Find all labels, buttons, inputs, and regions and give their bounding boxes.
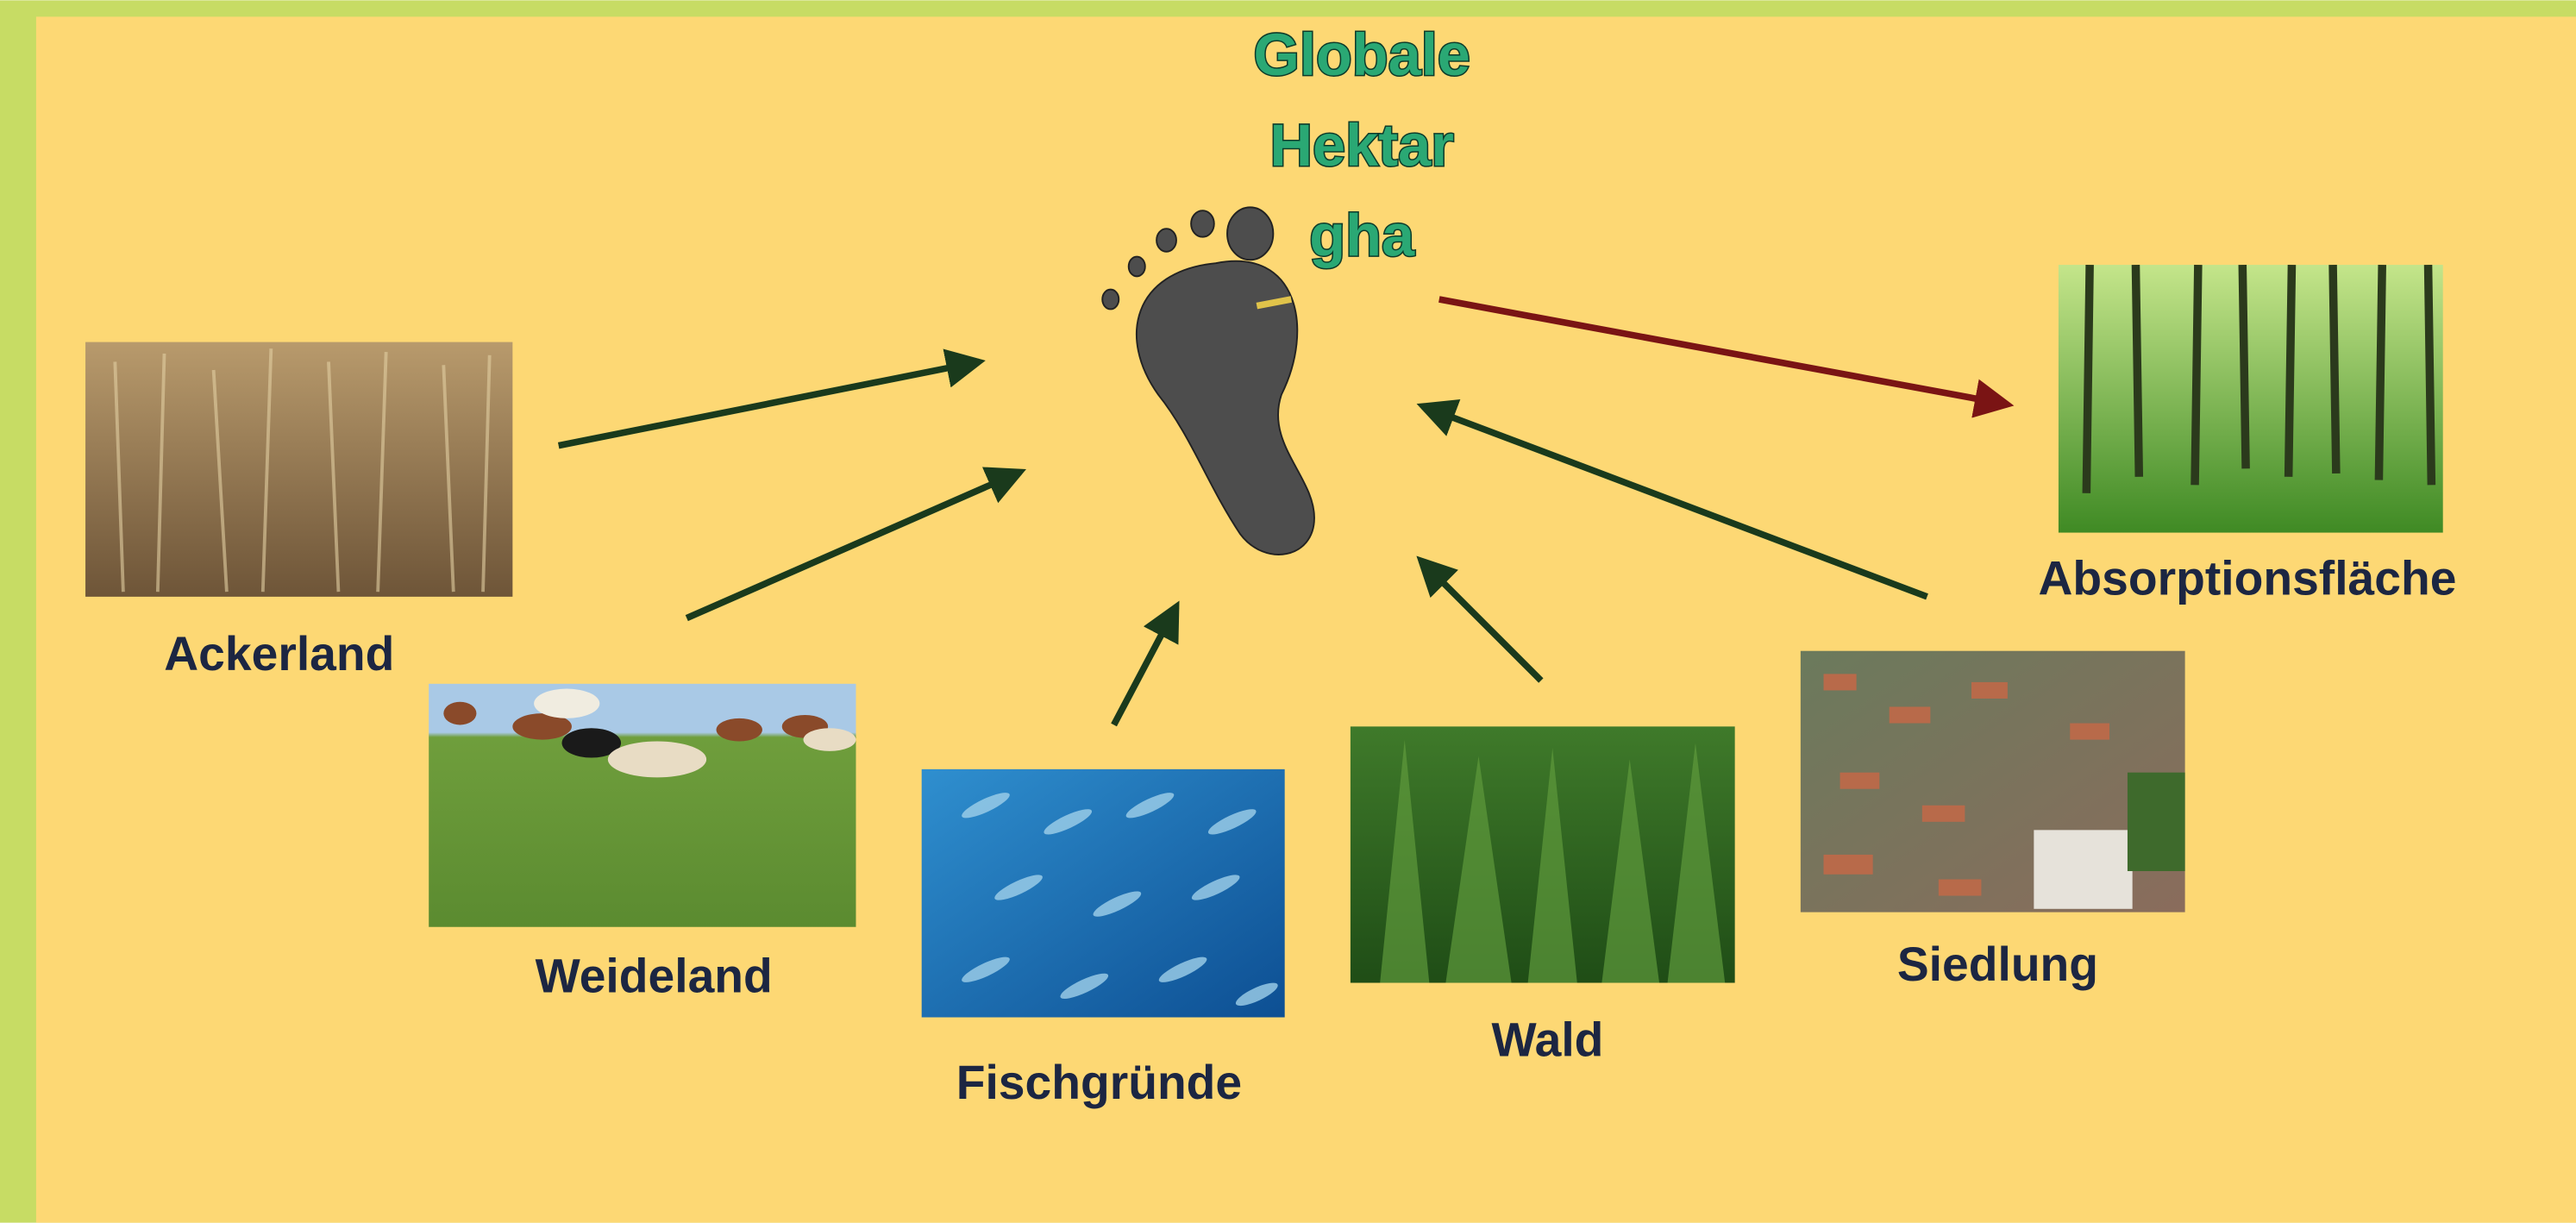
background bbox=[36, 16, 2576, 1222]
title-line: gha bbox=[1309, 203, 1415, 269]
photo-pasture bbox=[429, 684, 856, 927]
node-label: Ackerland bbox=[164, 627, 394, 680]
node-label: Wald bbox=[1492, 1013, 1604, 1067]
photo-forest bbox=[1351, 726, 1735, 982]
photo-settlement bbox=[1801, 651, 2185, 913]
photo-fish bbox=[922, 769, 1285, 1018]
node-label: Siedlung bbox=[1897, 938, 2098, 991]
photo-woodland bbox=[2059, 265, 2443, 533]
node-label: Absorptionsfläche bbox=[2039, 551, 2457, 605]
diagram: Globale Hektar gha bbox=[0, 0, 2576, 1223]
title-line: Globale bbox=[1253, 22, 1470, 88]
node-label: Fischgründe bbox=[956, 1056, 1242, 1109]
title-line: Hektar bbox=[1270, 112, 1454, 179]
photo-wheat bbox=[85, 342, 512, 597]
node-label: Weideland bbox=[536, 949, 773, 1002]
page: {"title": {"lines": ["Globale", "Hektar"… bbox=[0, 0, 2576, 1223]
